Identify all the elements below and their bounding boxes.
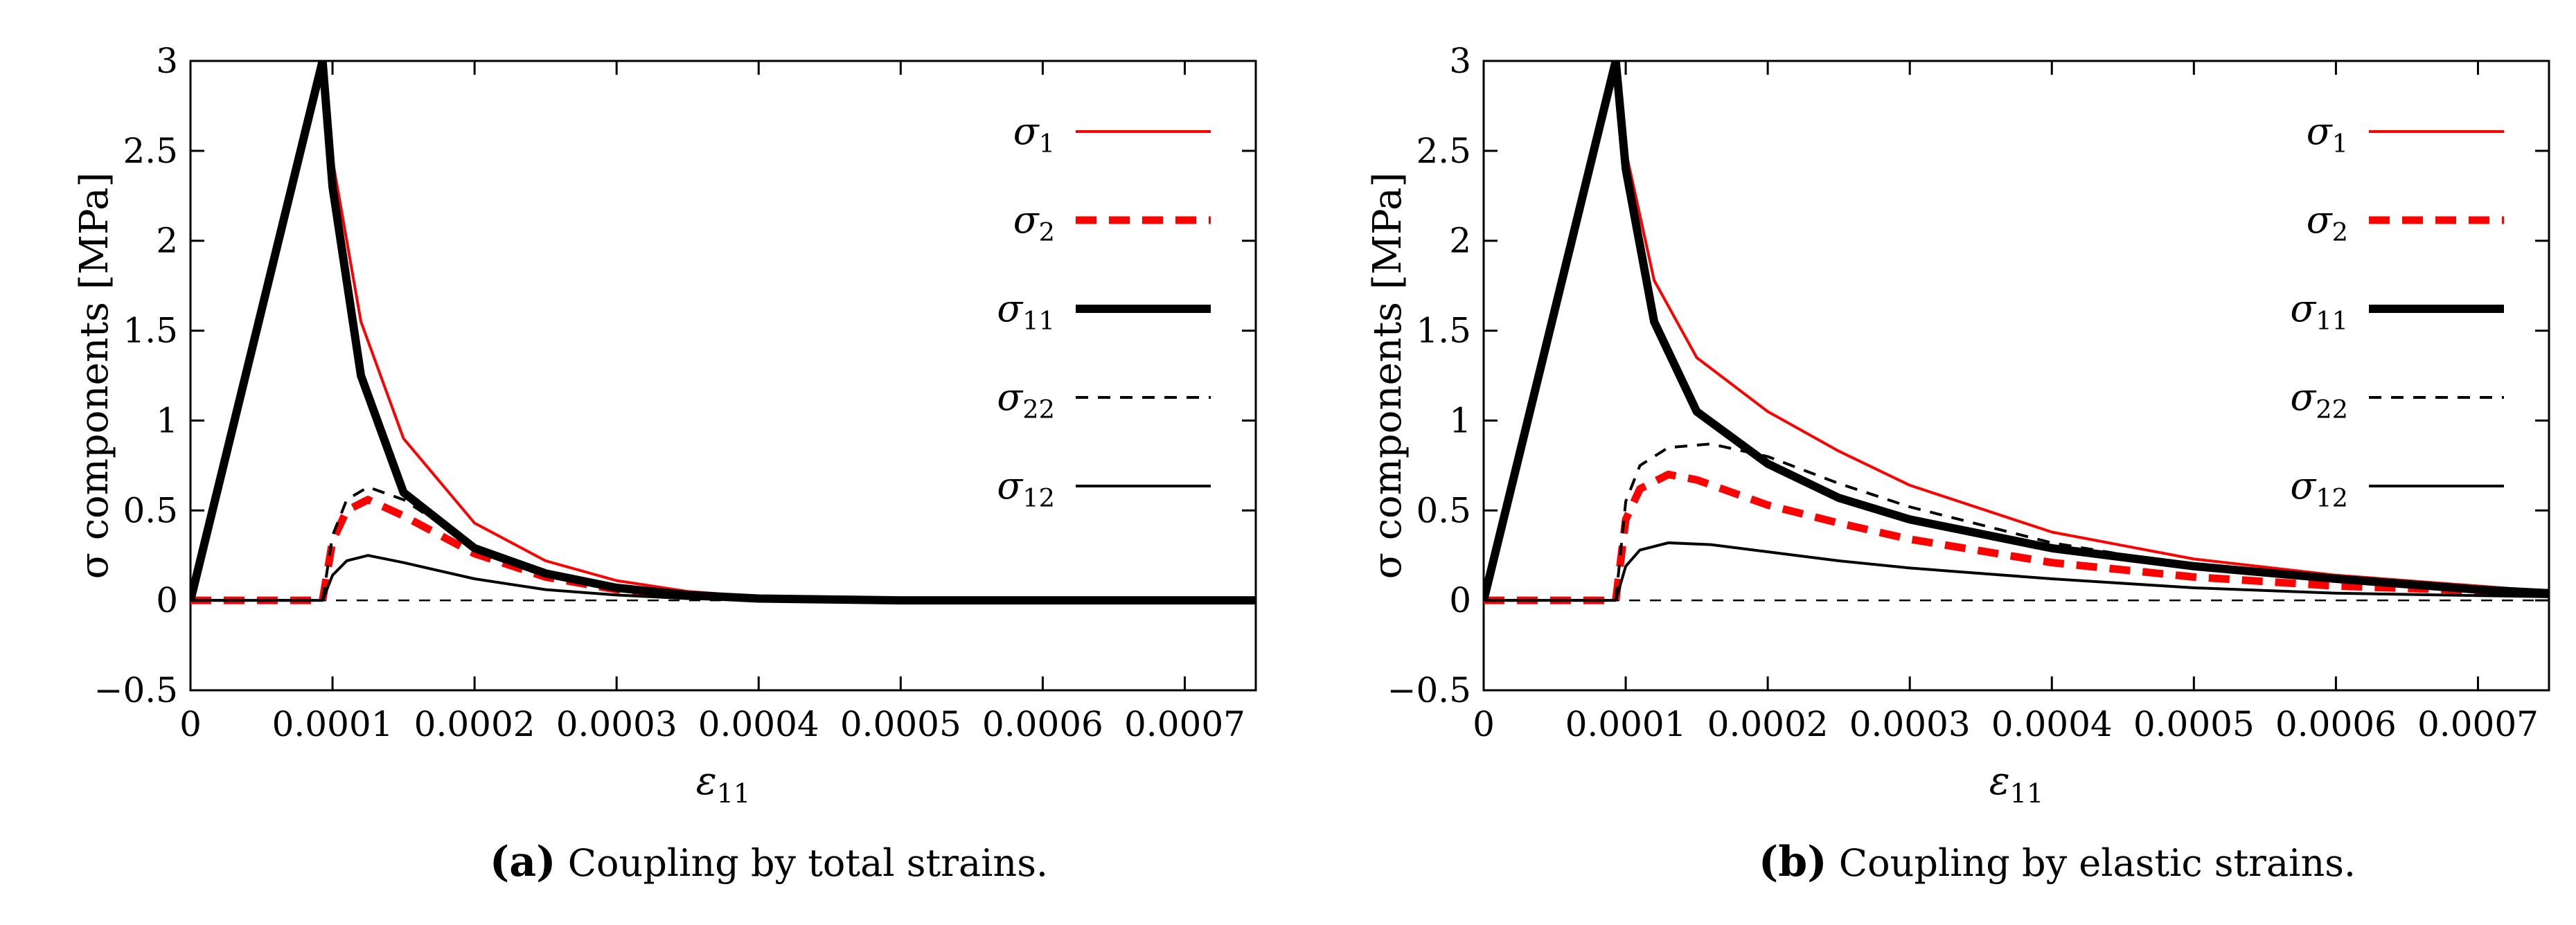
y-tick-label: 3: [156, 41, 178, 81]
plot-frame: [1482, 60, 2550, 692]
panel-caption: (b) Coupling by elastic strains.: [1759, 838, 2356, 886]
x-tick-label: 0.0002: [414, 704, 535, 744]
y-tick-label: 0.5: [1416, 490, 1471, 530]
series-line-σ22: [1484, 442, 2549, 602]
y-tick-label: 1: [156, 400, 178, 440]
plot-frame: [189, 60, 1257, 692]
y-tick-label: 0: [156, 580, 178, 620]
chart-panel-a: −0.500.511.522.530 0.0001 0.0002 0.0003 0.00…: [72, 41, 1257, 886]
y-tick-label: 1.5: [123, 311, 178, 351]
y-axis-title: σ components [MPa]: [72, 172, 117, 580]
legend-label: σ22: [2290, 375, 2348, 424]
legend-label: σ22: [997, 375, 1055, 424]
chart-panel-b: −0.500.511.522.530 0.0001 0.0002 0.0003 0.00…: [1365, 41, 2550, 886]
y-tick-label: −0.5: [1387, 670, 1471, 710]
y-axis-title: σ components [MPa]: [1365, 172, 1410, 580]
x-tick-label: 0.0001: [1565, 704, 1687, 744]
x-tick-label: 0: [179, 704, 202, 744]
series-line-σ11: [1484, 61, 2549, 602]
x-tick-label: 0.0006: [2275, 704, 2397, 744]
y-tick-label: 2.5: [1416, 131, 1471, 171]
series-line-σ11: [190, 61, 1256, 605]
series-line-σ12: [190, 554, 1256, 602]
x-tick-label: 0.0005: [2133, 704, 2255, 744]
series-line-σ2: [1484, 470, 2549, 604]
x-tick-label: 0.0007: [2417, 704, 2539, 744]
x-tick-label: 0.0007: [1124, 704, 1245, 744]
y-tick-label: 0: [1449, 580, 1471, 620]
y-tick-label: 0.5: [123, 490, 178, 530]
x-axis-title: ε11: [696, 759, 751, 809]
x-tick-label: 0.0005: [840, 704, 961, 744]
y-tick-label: 1.5: [1416, 311, 1471, 351]
x-tick-label: 0.0004: [1991, 704, 2113, 744]
y-tick-label: 3: [1449, 41, 1471, 81]
legend-label: σ12: [997, 464, 1055, 513]
x-tick-label: 0.0003: [1849, 704, 1971, 744]
caption-text: Coupling by total strains.: [556, 841, 1049, 885]
y-tick-label: −0.5: [94, 670, 178, 710]
panel-caption: (a) Coupling by total strains.: [490, 838, 1048, 886]
x-tick-label: 0.0004: [698, 704, 819, 744]
y-tick-label: 2: [1449, 221, 1471, 261]
legend-label: σ1: [2307, 109, 2348, 159]
series-line-σ2: [190, 496, 1256, 604]
y-tick-label: 2: [156, 221, 178, 261]
x-tick-label: 0.0006: [982, 704, 1103, 744]
y-tick-label: 2.5: [123, 131, 178, 171]
series-line-σ12: [1484, 541, 2549, 602]
caption-letter: (b): [1759, 838, 1827, 886]
x-axis-title: ε11: [1989, 759, 2044, 809]
series-group: [1484, 61, 2549, 604]
caption-letter: (a): [490, 838, 556, 886]
series-line-σ1: [1484, 61, 2549, 601]
y-tick-label: 1: [1449, 400, 1471, 440]
caption-text: Coupling by elastic strains.: [1827, 841, 2356, 885]
x-tick-label: 0.0001: [272, 704, 393, 744]
legend-label: σ2: [1013, 198, 1055, 247]
x-tick-label: 0.0003: [556, 704, 677, 744]
x-tick-label: 0.0002: [1707, 704, 1829, 744]
series-group: [190, 61, 1256, 605]
legend-label: σ11: [2290, 287, 2348, 336]
series-line-σ22: [190, 485, 1256, 602]
legend-label: σ12: [2290, 464, 2348, 513]
legend-label: σ2: [2307, 198, 2348, 247]
legend-label: σ1: [1013, 109, 1055, 159]
x-tick-label: 0: [1473, 704, 1495, 744]
legend-label: σ11: [997, 287, 1055, 336]
